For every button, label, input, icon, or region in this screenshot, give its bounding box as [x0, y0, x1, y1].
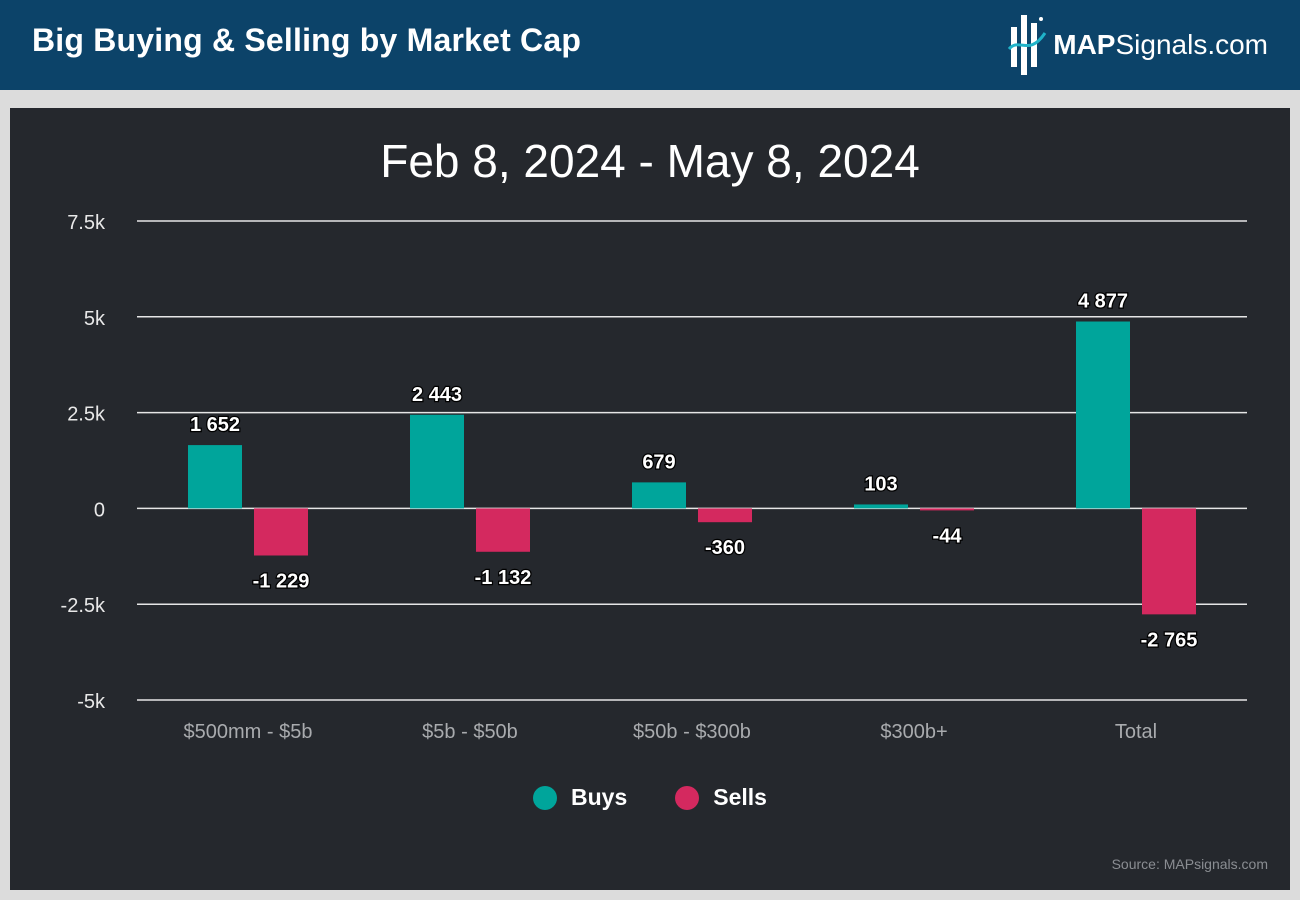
- y-tick-label: -5k: [77, 691, 106, 713]
- legend-dot-buys: [533, 785, 558, 810]
- x-tick-label: $500mm - $5b: [184, 721, 313, 743]
- page-title: Big Buying & Selling by Market Cap: [32, 22, 582, 58]
- buys-bar: [1076, 321, 1130, 509]
- buys-data-label: 679: [642, 451, 675, 473]
- logo-text: MAPSignals.com: [1053, 31, 1268, 59]
- sells-bar: [254, 508, 308, 556]
- x-tick-label: $300b+: [880, 721, 947, 743]
- legend-label-buys: Buys: [571, 784, 628, 810]
- buys-bar: [188, 445, 242, 509]
- buys-bar: [632, 482, 686, 509]
- sells-data-label: -1 229: [253, 570, 310, 592]
- buys-data-label: 4 877: [1078, 291, 1128, 313]
- y-tick-label: 0: [94, 499, 105, 521]
- sells-bar: [920, 508, 974, 511]
- header-bar: Big Buying & Selling by Market Cap MAPSi…: [0, 0, 1300, 90]
- buys-data-label: 2 443: [412, 384, 462, 406]
- y-tick-label: 2.5k: [67, 404, 106, 426]
- sells-data-label: -1 132: [475, 567, 532, 589]
- legend-item-buys[interactable]: Buys: [533, 784, 627, 811]
- buys-bar: [854, 504, 908, 509]
- legend-dot-sells: [675, 785, 700, 810]
- y-tick-label: 7.5k: [67, 212, 106, 234]
- y-tick-label: -2.5k: [61, 595, 106, 617]
- logo-text-bold: MAP: [1053, 29, 1116, 60]
- logo-text-rest: Signals.com: [1115, 29, 1268, 60]
- buys-data-label: 103: [864, 473, 897, 495]
- x-tick-label: Total: [1115, 721, 1157, 743]
- logo-mark-icon: [1008, 15, 1047, 75]
- legend-label-sells: Sells: [713, 784, 767, 810]
- buys-bar: [410, 414, 464, 509]
- sells-data-label: -2 765: [1141, 629, 1198, 651]
- source-note: Source: MAPsignals.com: [1111, 856, 1268, 872]
- mapsignals-logo: MAPSignals.com: [1007, 12, 1268, 78]
- legend-item-sells[interactable]: Sells: [675, 784, 767, 811]
- sells-bar: [1142, 508, 1196, 615]
- sells-data-label: -360: [705, 537, 745, 559]
- sells-data-label: -44: [933, 525, 963, 547]
- bar-chart: 7.5k 5k 2.5k 0 -2.5k -5k $500mm - $5b $5b - $50…: [61, 212, 1247, 743]
- chart-panel: Feb 8, 2024 - May 8, 2024 7.5k 5k 2.5k 0 -2.…: [10, 108, 1290, 890]
- sells-bar: [476, 508, 530, 552]
- x-tick-label: $50b - $300b: [633, 721, 751, 743]
- y-tick-label: 5k: [84, 308, 106, 330]
- chart-title: Feb 8, 2024 - May 8, 2024: [380, 135, 920, 187]
- sells-bar: [698, 508, 752, 523]
- x-tick-label: $5b - $50b: [422, 721, 518, 743]
- buys-data-label: 1 652: [190, 414, 240, 436]
- chart-legend: Buys Sells: [10, 784, 1290, 811]
